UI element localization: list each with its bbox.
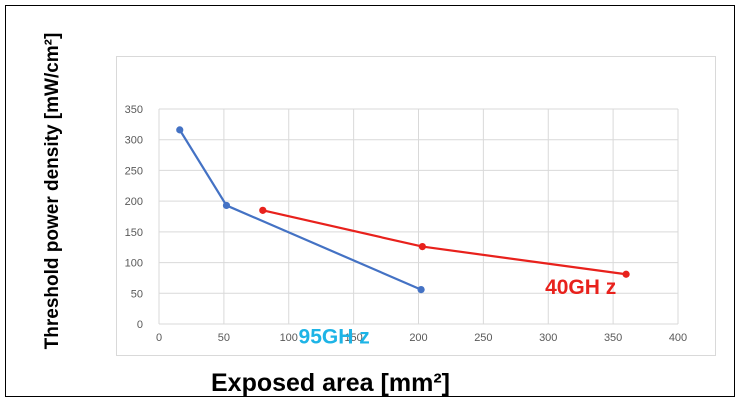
- y-tick-label: 150: [125, 227, 143, 239]
- x-tick-label: 400: [669, 332, 687, 344]
- series-label: 95GH z: [299, 325, 370, 348]
- data-point: [622, 270, 630, 278]
- x-tick-label: 150: [344, 332, 362, 344]
- data-point: [418, 243, 426, 251]
- data-point: [417, 286, 425, 294]
- line-chart: 0 50 100 150 200 250 300 350 0 50 100 150 200 250 300 3…: [125, 104, 688, 348]
- y-tick-label: 50: [131, 288, 143, 300]
- plot-area: [116, 56, 716, 356]
- series-label: 40GH z: [545, 276, 616, 299]
- data-point: [176, 126, 184, 134]
- x-tick-label: 0: [156, 332, 162, 344]
- x-tick-label: 250: [474, 332, 492, 344]
- x-tick-label: 50: [218, 332, 230, 344]
- data-point: [259, 206, 267, 214]
- x-tick-label: 100: [280, 332, 298, 344]
- x-tick-label: 300: [539, 332, 557, 344]
- x-axis-label: Exposed area [mm²]: [211, 369, 450, 397]
- data-point: [222, 201, 231, 210]
- y-tick-label: 0: [137, 319, 143, 331]
- series-line: [178, 129, 422, 291]
- x-tick-label: 350: [604, 332, 622, 344]
- figure-frame: 0 50 100 150 200 250 300 350 0 50 100 150 200 250 300 3…: [5, 5, 735, 397]
- y-tick-label: 300: [125, 135, 143, 147]
- y-tick-label: 200: [125, 196, 143, 208]
- y-tick-label: 100: [125, 258, 143, 270]
- y-tick-label: 350: [125, 104, 143, 116]
- y-axis-label: Threshold power density [mW/cm²]: [42, 32, 63, 350]
- y-tick-label: 250: [125, 165, 143, 177]
- x-tick-label: 200: [409, 332, 427, 344]
- series-line: [262, 209, 627, 276]
